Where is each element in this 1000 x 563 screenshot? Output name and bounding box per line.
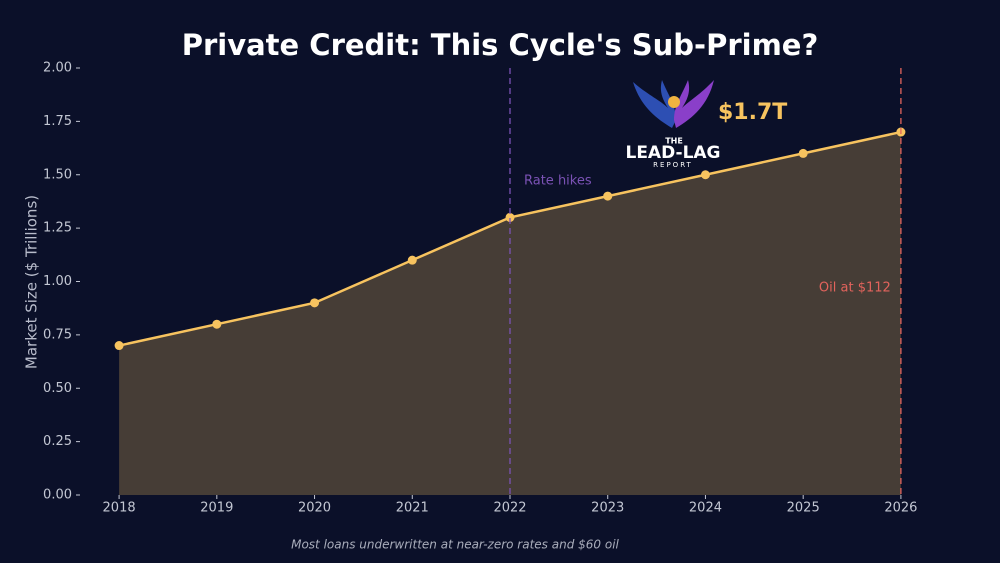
- x-tick-label: 2020: [298, 501, 331, 516]
- footnote: Most loans underwritten at near-zero rat…: [291, 538, 619, 552]
- logo-text: LEAD-LAG: [625, 143, 720, 163]
- point: [212, 319, 222, 329]
- y-tick-label: 2.00: [43, 61, 72, 76]
- point: [505, 212, 515, 222]
- callout: $1.7T: [718, 100, 787, 125]
- x-tick-label: 2025: [787, 501, 820, 516]
- reference-label: Rate hikes: [524, 174, 592, 189]
- y-tick-label: 1.50: [43, 167, 72, 182]
- y-axis-label: Market Size ($ Trillions): [23, 195, 41, 369]
- x-tick-label: 2023: [591, 501, 624, 516]
- point: [407, 255, 417, 265]
- point: [114, 341, 124, 351]
- point: [310, 298, 320, 308]
- reference-label: Oil at $112: [819, 281, 891, 296]
- chart-title: Private Credit: This Cycle's Sub-Prime?: [182, 28, 819, 62]
- x-tick-label: 2018: [103, 501, 136, 516]
- point: [603, 191, 613, 201]
- logo-wing: [633, 80, 676, 128]
- logo-wing: [674, 80, 714, 128]
- y-tick-label: 0.75: [43, 327, 72, 342]
- y-tick-label: 1.00: [43, 274, 72, 289]
- x-tick-label: 2022: [493, 501, 526, 516]
- logo-head: [668, 96, 680, 108]
- y-tick-label: 0.50: [43, 381, 72, 396]
- x-tick-label: 2026: [884, 501, 917, 516]
- x-tick-label: 2024: [689, 501, 722, 516]
- point: [700, 170, 710, 180]
- y-tick-label: 1.75: [43, 114, 72, 129]
- logo-text: REPORT: [653, 161, 693, 169]
- point: [798, 148, 808, 158]
- logo-text: THE: [665, 137, 683, 146]
- x-tick-label: 2019: [200, 501, 233, 516]
- x-tick-label: 2021: [396, 501, 429, 516]
- y-tick-label: 1.25: [43, 221, 72, 236]
- y-tick-label: 0.25: [43, 434, 72, 449]
- logo: THE LEAD-LAG REPORT: [625, 80, 721, 169]
- y-tick-label: 0.00: [43, 488, 72, 503]
